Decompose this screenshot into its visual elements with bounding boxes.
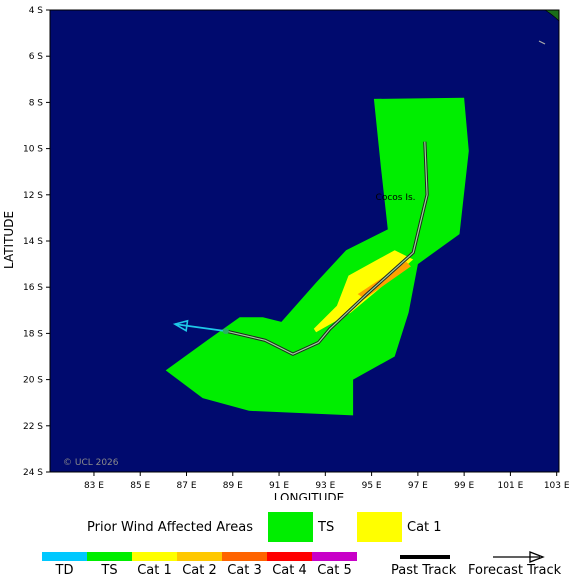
y-tick-label: 20 S	[23, 376, 43, 386]
x-tick-label: 91 E	[269, 481, 289, 491]
track-legend-lines	[400, 551, 545, 563]
y-tick-label: 22 S	[23, 422, 43, 432]
prior-areas-title: Prior Wind Affected Areas	[87, 520, 253, 535]
x-axis-title: LONGITUDE	[274, 491, 344, 500]
y-tick-label: 8 S	[29, 98, 44, 108]
x-tick-label: 85 E	[130, 481, 150, 491]
y-tick-label: 18 S	[23, 329, 43, 339]
scale-label: TS	[101, 563, 118, 578]
y-tick-label: 4 S	[29, 6, 44, 16]
intensity-scale: TD TS Cat 1 Cat 2 Cat 3 Cat 4 Cat 5	[42, 552, 357, 582]
y-tick-label: 6 S	[29, 52, 44, 62]
x-tick-label: 97 E	[408, 481, 428, 491]
past-track-line	[225, 141, 428, 355]
scale-swatch-td	[42, 552, 87, 561]
scale-swatch-cat-1	[132, 552, 177, 561]
scale-label: Cat 1	[137, 563, 172, 578]
past-track-label: Past Track	[391, 563, 457, 578]
x-tick-label: 87 E	[177, 481, 197, 491]
current-position-marker	[222, 328, 229, 335]
tracks-layer	[172, 141, 429, 356]
scale-label: Cat 5	[317, 563, 352, 578]
scale-swatch-cat-5	[312, 552, 357, 561]
y-tick-label: 10 S	[23, 145, 43, 155]
storm-track-map[interactable]: Cocos Is. © UCL 2026 83 E 85 E 87 E 89 E 91 …	[0, 0, 580, 500]
y-tick-label: 24 S	[23, 468, 43, 478]
forecast-arrow-icon	[529, 551, 545, 563]
copyright-text: © UCL 2026	[63, 458, 119, 468]
x-tick-label: 93 E	[315, 481, 335, 491]
scale-swatch-cat-4	[267, 552, 312, 561]
x-tick-label: 95 E	[362, 481, 382, 491]
y-tick-label: 14 S	[23, 237, 43, 247]
place-label: Cocos Is.	[376, 193, 416, 203]
x-tick-label: 101 E	[498, 481, 524, 491]
forecast-track-label: Forecast Track	[468, 563, 562, 578]
prior-ts-label: TS	[318, 520, 335, 535]
scale-label: Cat 2	[182, 563, 217, 578]
y-axis-title: LATITUDE	[2, 211, 16, 269]
y-tick-label: 12 S	[23, 191, 43, 201]
x-tick-label: 99 E	[454, 481, 474, 491]
scale-label: Cat 3	[227, 563, 262, 578]
forecast-arrow-icon	[172, 319, 189, 333]
x-tick-label: 89 E	[223, 481, 243, 491]
prior-cat1-swatch	[357, 512, 402, 542]
islet-mark	[538, 40, 546, 45]
x-tick-label: 83 E	[84, 481, 104, 491]
scale-swatch-cat-2	[177, 552, 222, 561]
forecast-track-line	[174, 323, 226, 332]
scale-swatch-cat-3	[222, 552, 267, 561]
x-tick-label: 103 E	[544, 481, 570, 491]
axis-ticks: 83 E 85 E 87 E 89 E 91 E 93 E 95 E 97 E 99 E 101 …	[23, 6, 570, 491]
prior-cat1-label: Cat 1	[407, 520, 442, 535]
y-tick-label: 16 S	[23, 283, 43, 293]
scale-label: TD	[55, 563, 74, 578]
scale-label: Cat 4	[272, 563, 307, 578]
prior-ts-swatch	[268, 512, 313, 542]
scale-swatch-ts	[87, 552, 132, 561]
